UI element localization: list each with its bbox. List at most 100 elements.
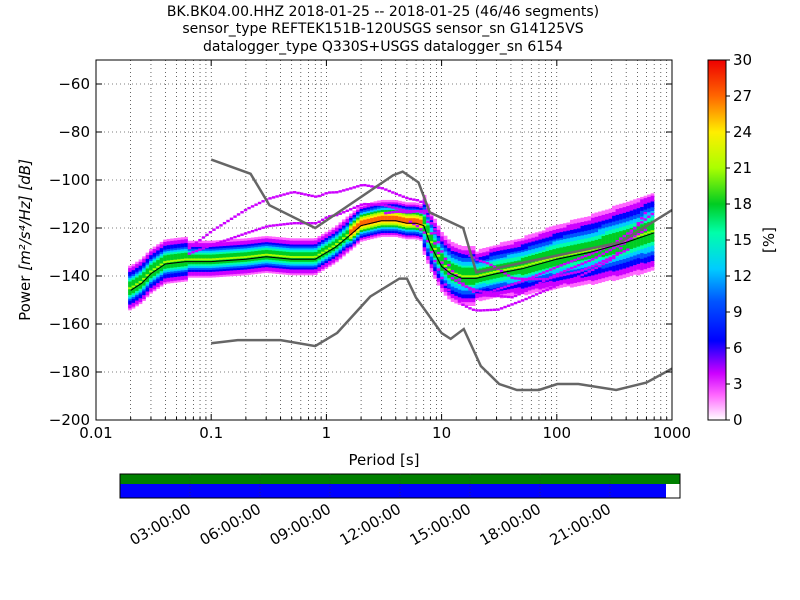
heatmap-cell [324, 254, 329, 258]
heatmap-cell [594, 277, 599, 281]
heatmap-cell [517, 290, 522, 294]
heatmap-cell [548, 282, 553, 285]
outlier-cell [194, 241, 199, 244]
heatmap-cell [633, 255, 637, 258]
outlier-cell [552, 274, 556, 277]
heatmap-cell [506, 242, 511, 246]
heatmap-cell [282, 237, 287, 241]
heatmap-cell [170, 276, 174, 280]
heatmap-cell [138, 293, 143, 297]
heatmap-cell [135, 269, 139, 272]
y-tick-label: −120 [49, 219, 90, 237]
heatmap-cell [166, 269, 171, 273]
heatmap-cell [527, 272, 532, 276]
heatmap-cell [461, 263, 465, 266]
heatmap-cell [128, 271, 132, 274]
heatmap-cell [577, 258, 581, 262]
outlier-cell [527, 287, 532, 291]
heatmap-cell [489, 246, 494, 249]
heatmap-cell [468, 301, 472, 305]
heatmap-cell [145, 262, 150, 265]
heatmap-cell [373, 224, 378, 227]
outlier-cell [415, 210, 420, 213]
heatmap-cell [566, 239, 571, 243]
heatmap-cell [626, 268, 630, 272]
heatmap-cell [163, 251, 167, 254]
heatmap-cell [524, 283, 529, 286]
heatmap-cell [622, 258, 627, 261]
heatmap-cell [313, 243, 318, 247]
heatmap-cell [650, 201, 655, 204]
heatmap-cell [394, 217, 399, 220]
heatmap-cell [569, 264, 574, 267]
heatmap-cell [626, 242, 630, 245]
outlier-cell [349, 187, 353, 190]
heatmap-cell [643, 270, 648, 274]
heatmap-cell [545, 275, 550, 278]
heatmap-cell [335, 250, 339, 253]
heatmap-cell [128, 267, 132, 270]
heatmap-cell [264, 270, 269, 273]
heatmap-cell [149, 266, 153, 269]
heatmap-cell [626, 251, 630, 255]
heatmap-cell [573, 246, 578, 249]
outlier-cell [499, 286, 504, 290]
heatmap-cell [131, 290, 136, 294]
outlier-cell [559, 282, 563, 285]
heatmap-cell [629, 271, 634, 274]
heatmap-cell [580, 279, 585, 282]
outlier-cell [569, 278, 574, 281]
heatmap-cell [633, 203, 637, 206]
heatmap-cell [489, 288, 494, 291]
heatmap-cell [584, 257, 588, 260]
outlier-cell [352, 186, 356, 189]
heatmap-cell [278, 243, 283, 246]
heatmap-cell [128, 292, 132, 295]
heatmap-cell [580, 233, 585, 236]
outlier-cell [401, 208, 406, 212]
heatmap-cell [517, 252, 522, 255]
heatmap-cell [608, 212, 613, 215]
heatmap-cell [426, 249, 430, 253]
heatmap-cell [454, 264, 458, 267]
heatmap-cell [531, 233, 536, 236]
heatmap-cell [510, 240, 515, 243]
heatmap-cell [268, 257, 273, 260]
heatmap-cell [352, 223, 357, 227]
heatmap-cell [226, 247, 231, 250]
heatmap-cell [527, 270, 532, 274]
heatmap-cell [363, 215, 367, 218]
heatmap-cell [577, 247, 581, 250]
heatmap-cell [468, 272, 472, 276]
heatmap-cell [450, 243, 455, 247]
heatmap-cell [506, 244, 511, 248]
outlier-cell [226, 219, 230, 223]
heatmap-cell [173, 243, 178, 247]
heatmap-cell [306, 267, 311, 270]
heatmap-cell [580, 234, 585, 238]
heatmap-cell [626, 253, 630, 256]
heatmap-cell [457, 264, 462, 267]
heatmap-cell [545, 285, 550, 288]
heatmap-cell [647, 217, 651, 220]
heatmap-cell [594, 243, 599, 246]
heatmap-cell [412, 227, 416, 230]
heatmap-cell [205, 254, 209, 257]
heatmap-cell [296, 242, 301, 245]
heatmap-cell [457, 285, 462, 288]
heatmap-cell [629, 213, 634, 217]
heatmap-cell [356, 213, 360, 216]
heatmap-cell [299, 246, 304, 249]
heatmap-cell [461, 274, 465, 278]
heatmap-cell [166, 275, 171, 278]
heatmap-cell [345, 241, 350, 244]
heatmap-cell [328, 241, 332, 244]
heatmap-cell [166, 265, 171, 269]
outlier-cell [205, 233, 209, 237]
heatmap-cell [412, 233, 416, 236]
heatmap-cell [496, 263, 501, 267]
heatmap-cell [359, 206, 364, 209]
heatmap-cell [559, 229, 564, 233]
heatmap-cell [247, 249, 252, 252]
heatmap-cell [177, 266, 181, 269]
